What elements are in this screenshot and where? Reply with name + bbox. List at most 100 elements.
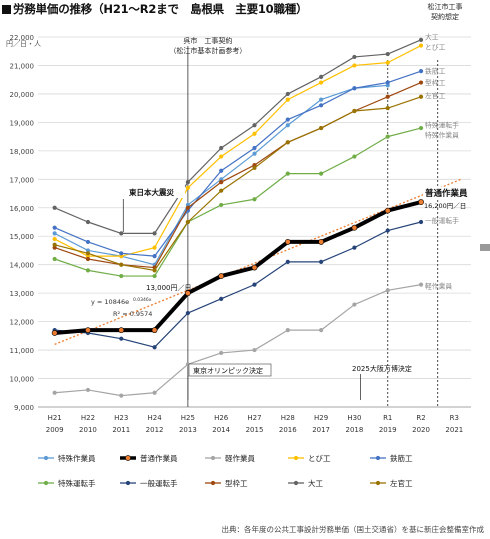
x-tick-label: H24 [147,414,162,422]
series-point-1 [384,207,391,214]
legend-label: 普通作業員 [140,453,178,463]
series-point-4 [385,80,390,85]
series-point-8 [119,231,124,236]
series-point-6 [185,310,190,316]
series-point-8 [185,180,190,185]
y-tick-label: 16,000 [10,205,35,213]
legend-label: 特殊作業員 [58,453,96,463]
series-point-5 [252,197,257,202]
annotation-kure: 呉市 工事契約 [183,36,232,45]
annotation-matsue-2: 契約想定 [431,12,459,21]
series-point-6 [352,245,357,250]
annotation-matsue-1: 松江市工事 [428,2,463,11]
series-point-1 [418,199,424,205]
series-point-8 [285,91,290,97]
series-point-4 [285,117,290,122]
series-point-1 [251,264,258,271]
series-point-4 [418,69,424,74]
y-tick-label: 21,000 [10,62,35,70]
series-point-1 [184,290,191,297]
trend-r2: R² = 0.9574 [113,310,152,318]
series-point-0 [319,97,324,102]
right-label: 特殊作業員 [425,131,459,140]
legend-marker [375,480,381,486]
annotation-kure-sub: （松江市基本計画参考） [169,46,246,55]
series-point-6 [252,282,257,287]
x-tick-label: H23 [114,414,128,422]
series-point-1 [284,239,291,245]
series-line-0 [54,84,388,266]
y-tick-label: 20,000 [10,91,35,99]
legend-label: 一般運転手 [140,478,178,488]
y-tick-label: 14,000 [10,262,35,270]
trend-equation: y = 10846e [91,298,129,306]
x-year-label: 2021 [445,426,463,434]
series-point-2 [52,390,57,395]
right-label: 左官工 [425,91,446,100]
y-tick-label: 12,000 [10,319,35,327]
series-point-1 [218,273,225,279]
series-point-1 [351,224,358,231]
series-point-2 [319,328,324,333]
right-label: 特殊運転手 [425,121,459,130]
series-point-1 [318,239,325,245]
series-point-4 [119,251,124,256]
annotation-expo: 2025大阪万博決定 [352,364,412,373]
scroll-handle[interactable] [480,244,490,251]
x-year-label: 2011 [112,426,130,434]
series-line-8 [54,39,422,234]
reference-lines [187,46,439,407]
series-point-8 [352,54,357,60]
x-tick-label: H22 [81,414,95,422]
series-point-3 [52,236,57,242]
series-point-7 [85,256,91,262]
annotation-wage-2020: 16,200円／日 [424,202,466,210]
x-axis: H21 2009 H22 2010 H23 2011 H24 2012 H25 2013 H26 20… [46,414,464,434]
series-point-5 [385,134,390,139]
series-point-6 [119,336,124,341]
title-square-icon [2,5,11,14]
legend-marker [43,455,49,461]
series-line-5 [54,127,422,277]
series-point-6 [219,296,224,301]
legend-marker [125,480,131,486]
series-point-5 [52,256,57,262]
series-point-3 [352,63,357,68]
annotation-futsu-bg [423,187,481,199]
series-point-7 [385,94,390,99]
series-point-2 [285,328,290,333]
series-point-3 [252,131,257,136]
x-year-label: 2012 [146,426,164,434]
y-tick-label: 9,000 [14,404,34,412]
series-point-3 [385,60,390,65]
x-tick-label: H28 [281,414,295,422]
series-point-2 [385,288,390,293]
annotation-wage-2013: 13,000円／日 [146,284,192,292]
series-line-1 [54,200,422,335]
series-point-6 [285,259,290,264]
x-year-label: 2015 [246,426,264,434]
x-year-label: 2009 [46,426,64,434]
legend-marker [210,480,216,486]
series-point-9 [85,251,91,256]
series-point-5 [85,268,91,273]
series-point-2 [418,282,424,287]
source-note: 出典：各年度の公共工事設計労務単価（国土交通省）を基に新庄会整備室作成 [221,525,485,534]
series-point-4 [252,145,257,151]
series-point-6 [152,345,157,350]
series-point-0 [285,123,290,128]
x-tick-label: H30 [347,414,361,422]
series-point-1 [51,330,58,336]
annotation-east-japan: 東日本大震災 [129,187,174,197]
trend-equation-exp: 0.0346x [133,297,152,303]
series-point-2 [252,347,257,353]
x-tick-label: R3 [450,414,459,422]
series-point-9 [352,108,357,114]
series-point-3 [285,97,290,102]
exponential-trendline [54,178,462,345]
legend-label: 特殊運転手 [58,478,96,488]
series-line-7 [54,81,422,269]
y-tick-label: 18,000 [10,148,35,156]
x-tick-label: H25 [181,414,195,422]
